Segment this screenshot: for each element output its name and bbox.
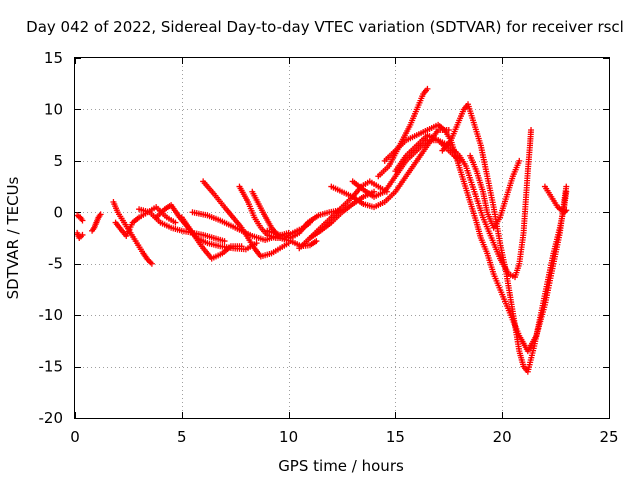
x-tick-label: 10 [279, 428, 298, 446]
data-point [97, 211, 104, 218]
data-point [313, 238, 320, 245]
x-tick-label: 15 [386, 428, 405, 446]
axis-ticks [75, 58, 610, 419]
data-point [371, 188, 378, 195]
y-tick-labels: -20 -15 -10 -5 0 5 10 15 [39, 49, 64, 427]
plot-frame [74, 57, 610, 419]
y-axis-label: SDTVAR / TECUs [4, 176, 22, 299]
data-point [221, 238, 228, 245]
series-arc-16 [328, 127, 452, 211]
data-point [516, 157, 523, 164]
series-arc-5 [112, 204, 179, 239]
y-tick-label: 5 [53, 152, 63, 170]
series-arc-23 [541, 183, 570, 216]
series-arc-2 [74, 229, 86, 241]
y-tick-label: 0 [53, 203, 63, 221]
series-arc-10 [200, 178, 292, 260]
x-tick-label: 20 [493, 428, 512, 446]
x-tick-label: 25 [599, 428, 618, 446]
series-arc-3 [89, 211, 104, 234]
x-axis-label: GPS time / hours [278, 457, 404, 475]
y-tick-label: -10 [39, 306, 64, 324]
data-point [238, 243, 245, 250]
data-point [563, 207, 570, 214]
y-tick-label: 10 [44, 100, 63, 118]
data-point [79, 231, 86, 238]
series-arc-8 [178, 214, 245, 262]
data-point [253, 240, 260, 247]
y-tick-label: -5 [48, 255, 63, 273]
data-point [562, 208, 569, 215]
x-tick-label: 0 [70, 428, 80, 446]
data-series [74, 85, 570, 375]
x-tick-label: 5 [177, 428, 187, 446]
data-point [148, 260, 155, 267]
y-tick-label: -15 [39, 358, 64, 376]
series-arc-4 [110, 199, 155, 267]
data-point [528, 127, 535, 133]
data-point [563, 183, 570, 190]
series-arc-22 [467, 152, 523, 231]
data-point [563, 188, 570, 195]
y-tick-label: 15 [44, 49, 63, 67]
series-arc-1 [74, 212, 86, 224]
series-arc-21 [439, 101, 570, 375]
y-tick-label: -20 [39, 409, 64, 427]
chart-title: Day 042 of 2022, Sidereal Day-to-day VTE… [26, 18, 624, 36]
x-tick-labels: 0 5 10 15 20 25 [70, 428, 618, 446]
data-point [79, 217, 86, 224]
series-arc-6 [136, 206, 228, 245]
data-point [172, 219, 179, 226]
data-point [424, 85, 431, 92]
